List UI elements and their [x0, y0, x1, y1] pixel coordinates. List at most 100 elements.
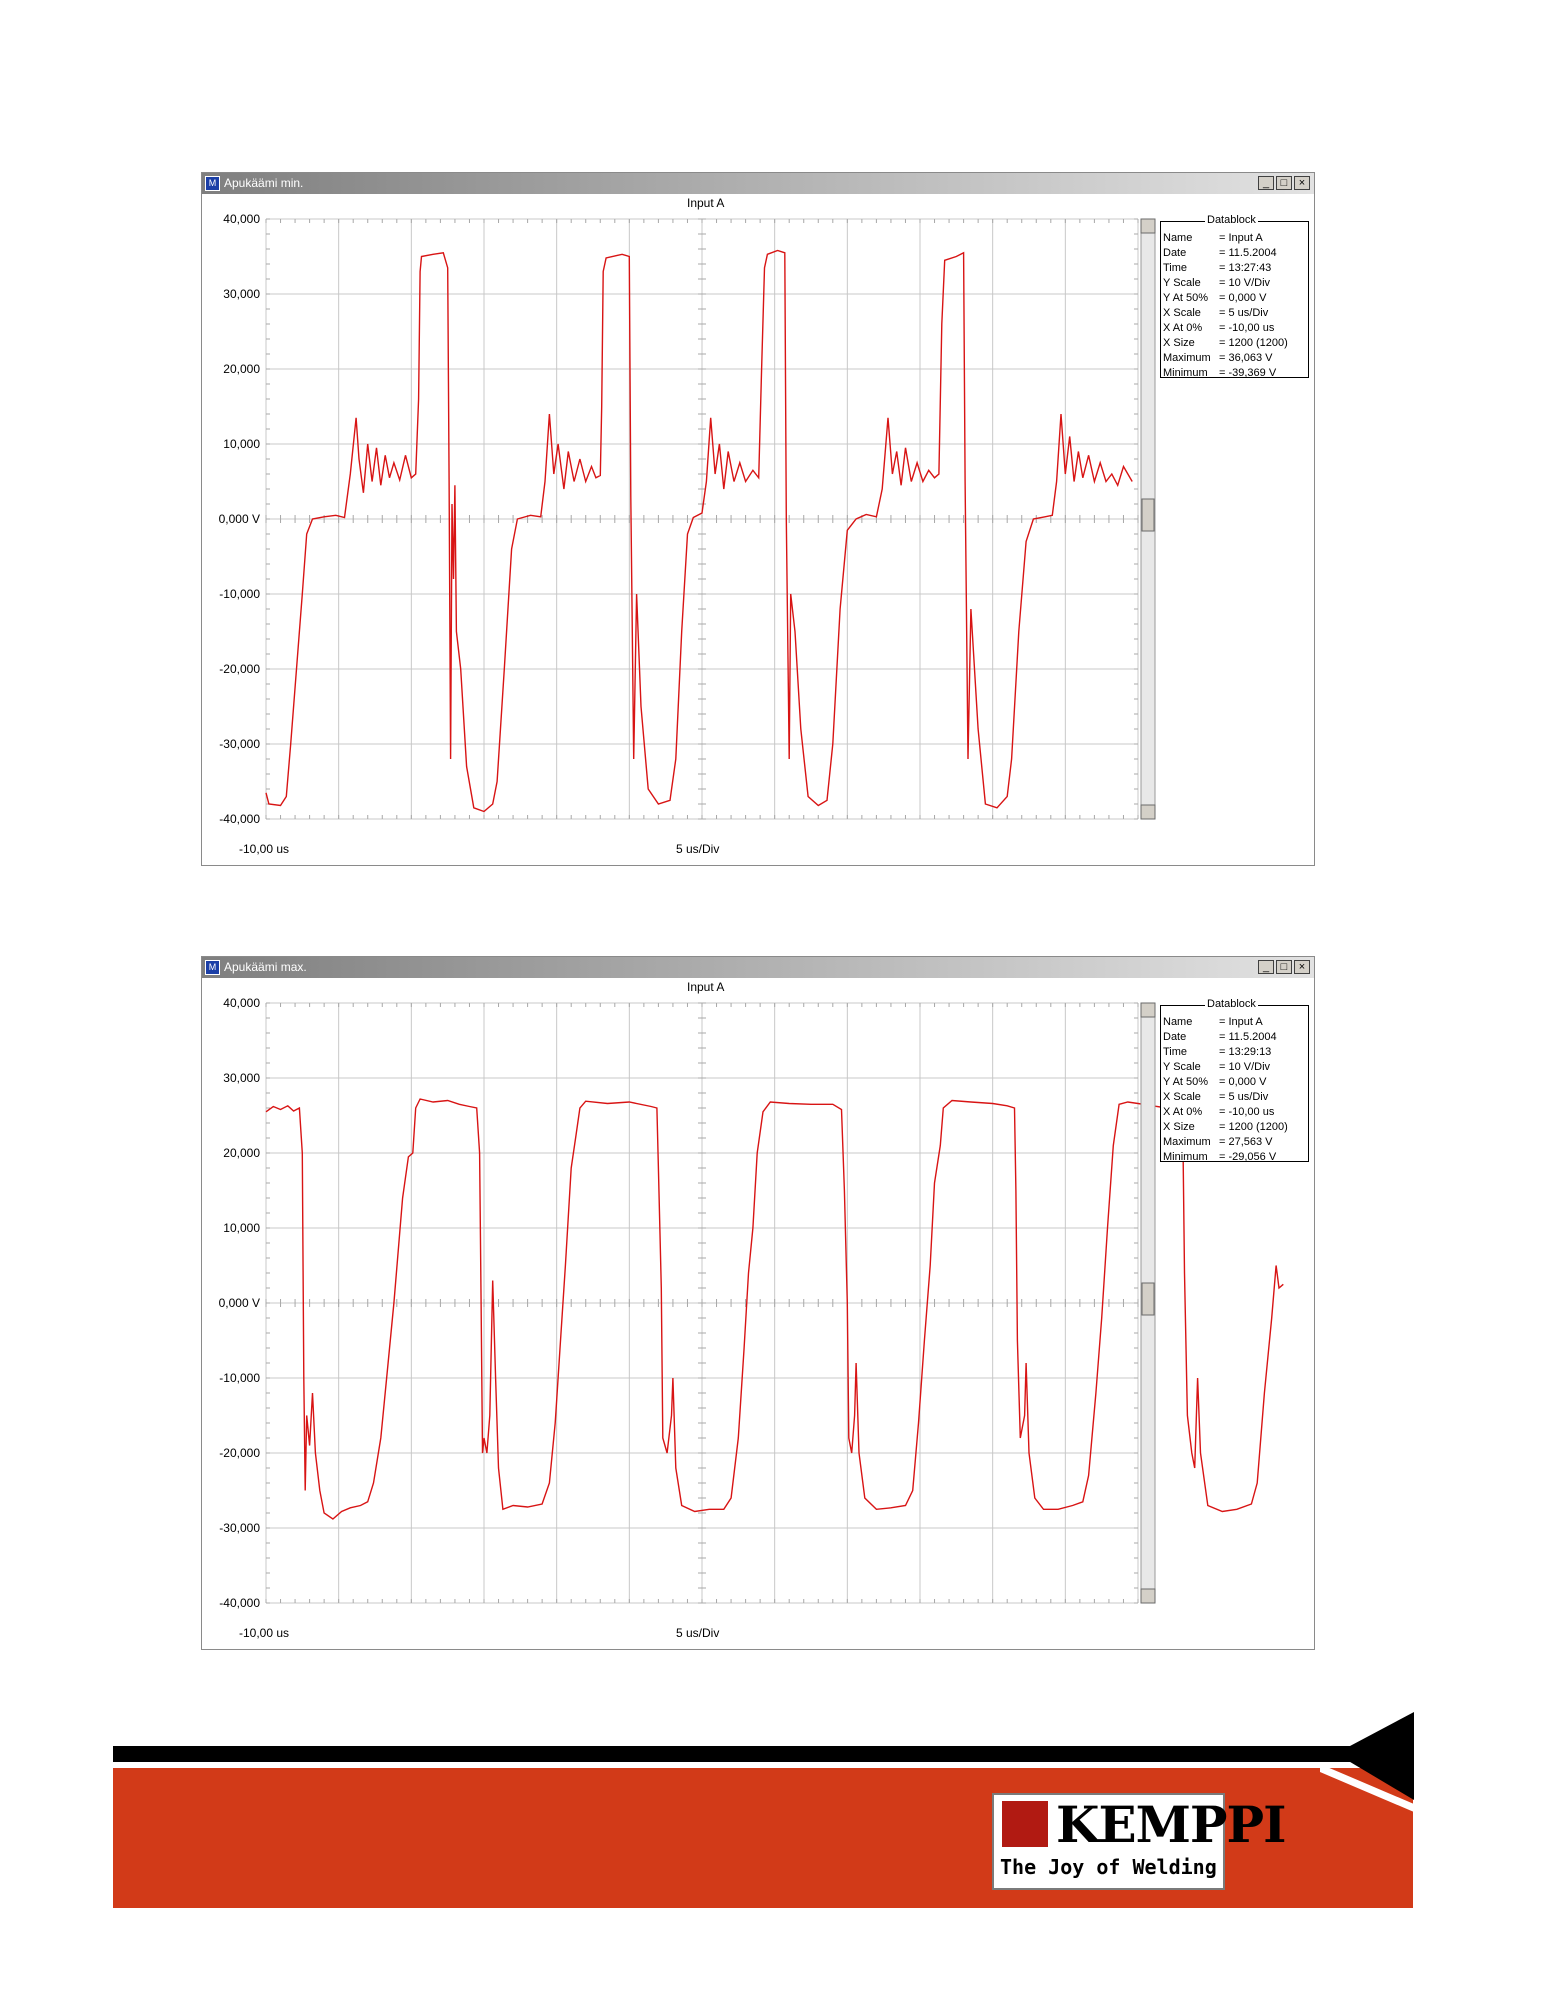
- datablock-key: X At 0%: [1163, 322, 1203, 334]
- datablock-value: = 5 us/Div: [1219, 1091, 1269, 1103]
- datablock-row: Y Scale = 10 V/Div: [1163, 1060, 1306, 1075]
- datablock-value: = 13:29:13: [1219, 1046, 1272, 1058]
- oscilloscope-plot: 40,000 30,000 20,000 10,000 0,000 V -10,000 -2…: [219, 980, 1284, 1640]
- footer-black-bar: [113, 1746, 1413, 1762]
- datablock-key: Time: [1163, 1046, 1188, 1058]
- datablock-value: = 11.5.2004: [1219, 1031, 1277, 1043]
- datablock-heading: Datablock: [1205, 214, 1258, 226]
- logo-name: KEMPPI: [1056, 1795, 1286, 1854]
- datablock-row: Name = Input A: [1163, 1015, 1306, 1030]
- y-tick-label: -10,000: [219, 587, 260, 601]
- kemppi-logo: KEMPPI The Joy of Welding: [992, 1793, 1286, 1890]
- plot-title: Input A: [687, 980, 724, 994]
- y-tick-label: -10,000: [219, 1371, 260, 1385]
- datablock-row: Time = 13:27:43: [1163, 261, 1306, 276]
- datablock-key: Time: [1163, 262, 1188, 274]
- datablock-value: = 10 V/Div: [1219, 1061, 1271, 1073]
- footer-wedge: [1320, 1712, 1414, 1812]
- datablock-key: X Scale: [1163, 1091, 1201, 1103]
- datablock-key: Y Scale: [1163, 1061, 1201, 1073]
- y-tick-label: 10,000: [223, 1221, 260, 1235]
- y-tick-label: 20,000: [223, 362, 260, 376]
- datablock-value: = 1200 (1200): [1219, 1121, 1288, 1133]
- datablock-row: X Size = 1200 (1200): [1163, 1120, 1306, 1135]
- minimize-icon[interactable]: _: [1258, 176, 1274, 190]
- datablock-row: Date = 11.5.2004: [1163, 246, 1306, 261]
- scroll-down-icon[interactable]: [1140, 1588, 1156, 1604]
- datablock-value: = 5 us/Div: [1219, 307, 1269, 319]
- datablock-key: Minimum: [1163, 367, 1208, 379]
- datablock-value: = -29,056 V: [1219, 1151, 1277, 1163]
- datablock-row: X Scale = 5 us/Div: [1163, 306, 1306, 321]
- logo-tagline: The Joy of Welding: [1000, 1855, 1217, 1879]
- datablock-value: = 10 V/Div: [1219, 277, 1271, 289]
- datablock-heading: Datablock: [1205, 998, 1258, 1010]
- datablock-key: Y At 50%: [1163, 1076, 1209, 1088]
- datablock-value: = -10,00 us: [1219, 322, 1275, 334]
- datablock-row: Y At 50% = 0,000 V: [1163, 291, 1306, 306]
- maximize-icon[interactable]: □: [1276, 960, 1292, 974]
- datablock-row: Maximum = 36,063 V: [1163, 351, 1306, 366]
- y-tick-label: -20,000: [219, 1446, 260, 1460]
- voltage-trace: [265, 1098, 1284, 1520]
- window-title: Apukäämi max.: [224, 960, 307, 974]
- scope-window-min: M Apukäämi min. _ □ × 40,000 30,000 20,000…: [201, 172, 1315, 866]
- datablock-key: Maximum: [1163, 1136, 1211, 1148]
- datablock-panel: Datablock Name = Input A Date = 11.5.2004 …: [1160, 998, 1309, 1163]
- scroll-thumb[interactable]: [1141, 1282, 1155, 1316]
- y-tick-label: 40,000: [223, 996, 260, 1010]
- datablock-row: Y At 50% = 0,000 V: [1163, 1075, 1306, 1090]
- datablock-value: = Input A: [1219, 232, 1263, 244]
- datablock-key: X At 0%: [1163, 1106, 1203, 1118]
- datablock-row: Name = Input A: [1163, 231, 1306, 246]
- x-scale-label: 5 us/Div: [676, 1626, 719, 1640]
- close-icon[interactable]: ×: [1294, 960, 1310, 974]
- datablock-row: Y Scale = 10 V/Div: [1163, 276, 1306, 291]
- datablock-key: Date: [1163, 247, 1187, 259]
- window-titlebar[interactable]: M Apukäämi min. _ □ ×: [202, 173, 1314, 194]
- scope-window-max: M Apukäämi max. _ □ × 40,000 30,000 20,000…: [201, 956, 1315, 1650]
- datablock-key: Name: [1163, 1016, 1193, 1028]
- y-tick-label: -40,000: [219, 1596, 260, 1610]
- datablock-key: X Size: [1163, 1121, 1195, 1133]
- datablock-value: = 27,563 V: [1219, 1136, 1273, 1148]
- close-icon[interactable]: ×: [1294, 176, 1310, 190]
- x-scale-label: 5 us/Div: [676, 842, 719, 856]
- y-tick-label: 30,000: [223, 1071, 260, 1085]
- scroll-up-icon[interactable]: [1140, 1002, 1156, 1018]
- app-icon: M: [205, 176, 220, 191]
- datablock-key: Minimum: [1163, 1151, 1208, 1163]
- datablock-value: = 1200 (1200): [1219, 337, 1288, 349]
- oscilloscope-plot: 40,000 30,000 20,000 10,000 0,000 V -10,000 -2…: [219, 196, 1156, 856]
- scroll-thumb[interactable]: [1141, 498, 1155, 532]
- datablock-key: X Size: [1163, 337, 1195, 349]
- y-tick-label: -20,000: [219, 662, 260, 676]
- app-icon: M: [205, 960, 220, 975]
- datablock-value: = -10,00 us: [1219, 1106, 1275, 1118]
- vertical-scrollbar[interactable]: [1140, 218, 1156, 820]
- vertical-scrollbar[interactable]: [1140, 1002, 1156, 1604]
- datablock-value: = Input A: [1219, 1016, 1263, 1028]
- minimize-icon[interactable]: _: [1258, 960, 1274, 974]
- y-tick-label: 0,000 V: [219, 1296, 260, 1310]
- y-tick-label: -30,000: [219, 1521, 260, 1535]
- scroll-up-icon[interactable]: [1140, 218, 1156, 234]
- datablock-key: Y At 50%: [1163, 292, 1209, 304]
- maximize-icon[interactable]: □: [1276, 176, 1292, 190]
- datablock-key: Y Scale: [1163, 277, 1201, 289]
- datablock-row: Minimum = -39,369 V: [1163, 366, 1306, 381]
- scroll-down-icon[interactable]: [1140, 804, 1156, 820]
- datablock-key: Maximum: [1163, 352, 1211, 364]
- datablock-row: X At 0% = -10,00 us: [1163, 1105, 1306, 1120]
- datablock-value: = 0,000 V: [1219, 1076, 1267, 1088]
- datablock-value: = 36,063 V: [1219, 352, 1273, 364]
- window-titlebar[interactable]: M Apukäämi max. _ □ ×: [202, 957, 1314, 978]
- y-tick-label: 10,000: [223, 437, 260, 451]
- y-tick-label: -30,000: [219, 737, 260, 751]
- kemppi-emblem-icon: [1002, 1801, 1048, 1847]
- y-tick-label: 20,000: [223, 1146, 260, 1160]
- y-tick-label: 0,000 V: [219, 512, 260, 526]
- y-tick-label: 30,000: [223, 287, 260, 301]
- datablock-row: X Scale = 5 us/Div: [1163, 1090, 1306, 1105]
- datablock-row: Date = 11.5.2004: [1163, 1030, 1306, 1045]
